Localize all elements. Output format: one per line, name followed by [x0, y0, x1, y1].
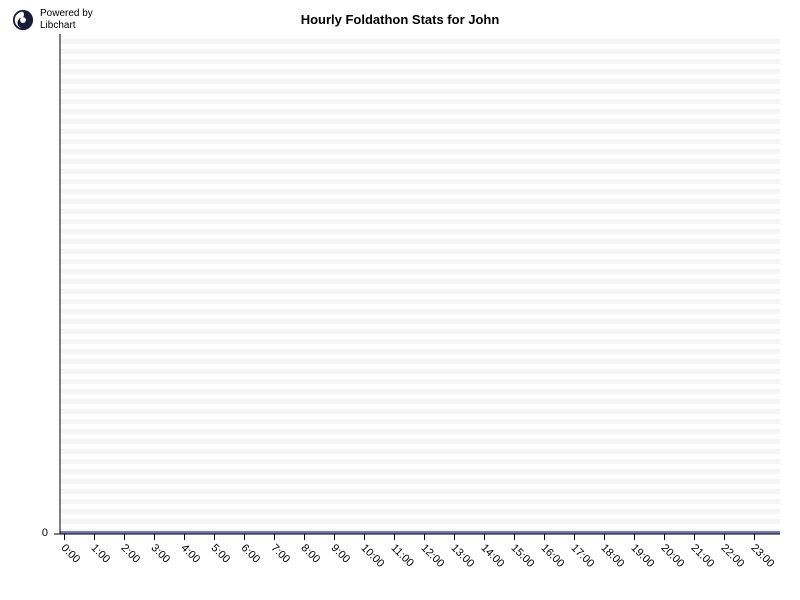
x-tick-label: 16:00	[538, 542, 566, 570]
x-tick-label: 5:00	[208, 542, 232, 566]
x-tick-label: 7:00	[268, 542, 292, 566]
x-tick-label: 13:00	[448, 542, 476, 570]
x-tick-label: 10:00	[358, 542, 386, 570]
x-tick-label: 22:00	[718, 542, 746, 570]
x-tick-label: 15:00	[508, 542, 536, 570]
x-tick-label: 6:00	[238, 542, 262, 566]
x-tick-label: 20:00	[658, 542, 686, 570]
x-tick-label: 8:00	[298, 542, 322, 566]
x-tick-label: 21:00	[688, 542, 716, 570]
x-tick-label: 19:00	[628, 542, 656, 570]
x-tick-label: 14:00	[478, 542, 506, 570]
x-tick-label: 0:00	[58, 542, 82, 566]
x-tick-label: 1:00	[88, 542, 112, 566]
y-tick-label: 0	[0, 527, 48, 539]
x-tick-label: 11:00	[388, 542, 415, 569]
chart-plot-area	[50, 24, 790, 544]
x-tick-label: 17:00	[568, 542, 596, 570]
x-tick-label: 9:00	[328, 542, 352, 566]
x-tick-label: 23:00	[748, 542, 776, 570]
x-tick-label: 4:00	[178, 542, 202, 566]
x-tick-label: 18:00	[598, 542, 626, 570]
x-tick-label: 12:00	[418, 542, 446, 570]
x-tick-label: 2:00	[118, 542, 142, 566]
x-tick-label: 3:00	[148, 542, 172, 566]
